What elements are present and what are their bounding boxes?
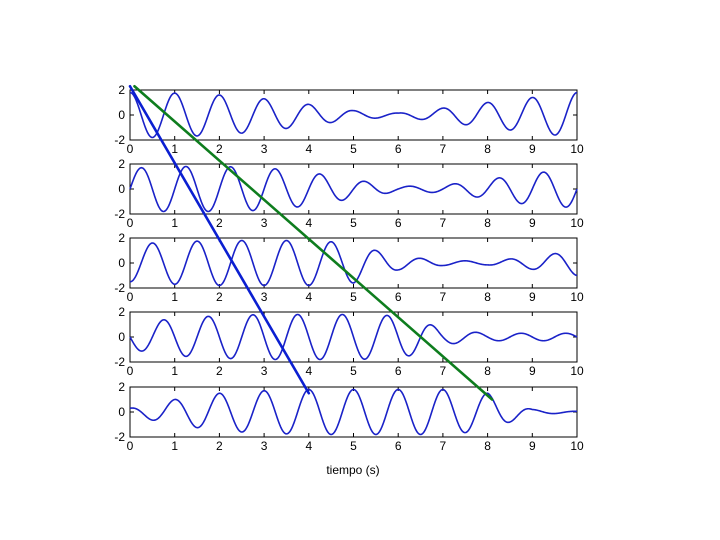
series-line: [129, 165, 578, 213]
x-tick-label: 8: [484, 142, 491, 156]
y-tick-label: 2: [118, 231, 125, 245]
y-tick-label: 0: [118, 108, 125, 122]
series-line: [129, 388, 578, 436]
series-line: [129, 91, 578, 139]
x-tick-label: 6: [395, 290, 402, 304]
x-tick-label: 9: [529, 216, 536, 230]
x-tick-label: 8: [484, 290, 491, 304]
y-tick-label: -2: [114, 355, 125, 369]
y-tick-label: 2: [118, 380, 125, 394]
x-tick-label: 10: [570, 364, 584, 378]
x-tick-label: 4: [305, 290, 312, 304]
x-tick-label: 0: [127, 364, 134, 378]
x-tick-label: 5: [350, 142, 357, 156]
panel-axes-box: [129, 386, 578, 438]
x-tick-label: 10: [570, 142, 584, 156]
x-tick-label: 1: [171, 216, 178, 230]
x-tick-label: 3: [261, 364, 268, 378]
x-tick-label: 5: [350, 290, 357, 304]
x-tick-label: 9: [529, 142, 536, 156]
x-tick-label: 7: [440, 290, 447, 304]
x-tick-label: 4: [305, 216, 312, 230]
panel-3: 0 1 2 3 4 5 6 7 8 9 10-202: [114, 231, 584, 304]
series-line: [129, 313, 578, 361]
x-tick-label: 0: [127, 439, 134, 453]
y-tick-label: -2: [114, 430, 125, 444]
y-tick-label: 0: [118, 256, 125, 270]
x-tick-label: 9: [529, 364, 536, 378]
y-tick-label: -2: [114, 281, 125, 295]
x-tick-label: 3: [261, 142, 268, 156]
series-line: [129, 239, 578, 287]
x-tick-label: 7: [440, 364, 447, 378]
x-tick-label: 4: [305, 142, 312, 156]
y-tick-label: 0: [118, 405, 125, 419]
y-tick-label: 2: [118, 157, 125, 171]
y-tick-label: 2: [118, 305, 125, 319]
panel-axes-box: [129, 237, 578, 289]
x-tick-label: 7: [440, 142, 447, 156]
x-tick-label: 6: [395, 142, 402, 156]
x-tick-label: 1: [171, 290, 178, 304]
x-tick-label: 7: [440, 439, 447, 453]
x-tick-label: 10: [570, 290, 584, 304]
panel-4: 0 1 2 3 4 5 6 7 8 9 10-202: [114, 305, 584, 378]
overlay-line-2: [133, 84, 494, 401]
x-tick-label: 7: [440, 216, 447, 230]
x-tick-label: 8: [484, 439, 491, 453]
y-tick-label: 0: [118, 182, 125, 196]
x-tick-label: 9: [529, 290, 536, 304]
x-tick-label: 1: [171, 439, 178, 453]
x-tick-label: 10: [570, 216, 584, 230]
x-tick-label: 10: [570, 439, 584, 453]
x-tick-label: 9: [529, 439, 536, 453]
panel-axes-box: [129, 89, 578, 141]
x-tick-label: 5: [350, 216, 357, 230]
y-tick-label: -2: [114, 207, 125, 221]
panel-5: 0 1 2 3 4 5 6 7 8 9 10-202: [114, 380, 584, 453]
x-tick-label: 2: [216, 290, 223, 304]
x-tick-label: 8: [484, 216, 491, 230]
x-tick-label: 3: [261, 216, 268, 230]
x-tick-label: 4: [305, 364, 312, 378]
panel-2: 0 1 2 3 4 5 6 7 8 9 10-202: [114, 157, 584, 230]
x-tick-label: 6: [395, 216, 402, 230]
x-tick-label: 0: [127, 216, 134, 230]
x-tick-label: 0: [127, 142, 134, 156]
x-tick-label: 8: [484, 364, 491, 378]
panel-1: 0 1 2 3 4 5 6 7 8 9 10-202: [114, 83, 584, 156]
y-tick-label: 2: [118, 83, 125, 97]
x-tick-label: 4: [305, 439, 312, 453]
x-tick-label: 2: [216, 364, 223, 378]
x-tick-label: 3: [261, 439, 268, 453]
overlay-line-1: [128, 84, 311, 395]
x-tick-label: 0: [127, 290, 134, 304]
x-tick-label: 2: [216, 216, 223, 230]
y-tick-label: -2: [114, 133, 125, 147]
x-tick-label: 6: [395, 439, 402, 453]
x-tick-label: 1: [171, 364, 178, 378]
x-tick-label: 5: [350, 364, 357, 378]
overlay-lines: [128, 84, 494, 401]
x-tick-label: 1: [171, 142, 178, 156]
x-tick-label: 2: [216, 439, 223, 453]
y-tick-label: 0: [118, 330, 125, 344]
x-tick-label: 3: [261, 290, 268, 304]
x-tick-label: 2: [216, 142, 223, 156]
x-axis-title: tiempo (s): [326, 463, 379, 477]
x-tick-label: 6: [395, 364, 402, 378]
x-tick-label: 5: [350, 439, 357, 453]
